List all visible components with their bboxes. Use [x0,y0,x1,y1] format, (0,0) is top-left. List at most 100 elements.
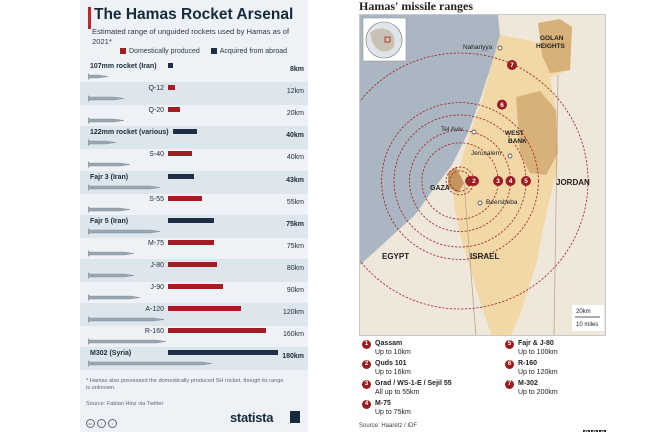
range-legend-item: 1 Qassam Up to 10km [362,340,411,357]
legend-number: 2 [362,360,371,369]
range-marker-number: 2 [472,178,476,185]
range-marker-number: 5 [524,178,528,185]
range-bar [168,328,266,334]
legend-number: 3 [362,380,371,389]
range-value-label: 55km [286,198,304,206]
rocket-label: M-75 [148,239,164,247]
chart-title: The Hamas Rocket Arsenal [94,6,294,23]
range-bar [168,151,193,157]
rocket-row: R-160 160km [80,325,308,348]
bbc-logo: BBC [582,422,606,432]
range-map: 20km 10 miles Nahariyya GOLAN HEIGHTS Te… [360,15,605,335]
legend-range-text: Up to 75km [375,409,411,416]
range-bar [168,261,217,267]
golan-heights-region [538,19,572,73]
range-markers: 1234567 [465,60,531,186]
rocket-label: A-120 [145,306,164,314]
place-golan-1: GOLAN [540,35,564,42]
statista-logo-mark [290,411,300,423]
legend-number: 4 [362,400,371,409]
legend-rocket-name: Quds 101 [375,360,407,367]
rocket-row: M302 (Syria) 180km [80,347,308,371]
rocket-icon [88,360,214,368]
cc-icon[interactable]: cc [86,419,95,428]
rocket-label: Fajr 5 (Iran) [90,217,129,225]
range-bar [168,284,223,289]
range-rings [360,52,589,310]
rocket-row: Q-20 20km [80,104,308,127]
legend-item-abroad: Acquired from abroad [210,48,287,55]
rocket-label: S-55 [149,195,164,203]
bbc-map-graphic: Hamas' missile ranges 20km 10 miles [356,0,608,432]
rocket-label: Q-20 [148,107,164,115]
rocket-row: 107mm rocket (Iran) 8km [80,60,308,83]
city-marker-tel-aviv [471,129,477,135]
globe-land [370,28,395,52]
rocket-icon [88,227,162,235]
range-marker-number: 4 [509,178,513,185]
range-value-label: 160km [282,331,304,339]
footnote: * Hamas also possessed the domestically … [86,378,284,391]
range-bar [168,195,202,201]
globe-locator-box [384,36,391,43]
legend-range-text: Up to 200km [518,389,558,396]
inset-globe [362,17,407,62]
legend-range-text: Up to 100km [518,349,558,356]
legend-number: 1 [362,340,371,349]
range-bar [168,107,181,113]
range-marker: 6 [497,99,507,110]
range-bar [168,306,242,312]
range-value-label: 75km [286,220,304,228]
scale-box [572,305,604,331]
rocket-icon [88,117,126,124]
place-west-bank-1: WEST [505,130,524,137]
chart-subtitle: Estimated range of unguided rockets used… [92,27,290,46]
legend-rocket-name: Qassam [375,340,403,347]
range-legend-item: 3 Grad / WS-1-E / Sejil 55 All up to 55km [362,380,452,397]
egypt-border [463,182,477,335]
rocket-icon [88,161,132,169]
rocket-row: M-75 75km [80,237,308,260]
rocket-label: R-160 [144,328,164,336]
rocket-label: J-90 [150,284,164,291]
place-egypt: EGYPT [382,252,409,261]
place-gaza: GAZA [430,185,450,192]
equals-icon[interactable]: = [108,419,117,428]
map-source: Source: Haaretz / IDF [359,423,418,429]
range-value-label: 40km [286,154,304,162]
legend-range-text: All up to 55km [375,389,420,396]
range-value-label: 80km [286,264,304,272]
rocket-icon [88,250,136,257]
place-nahariyya: Nahariyya [463,44,493,51]
statista-infographic: 107mm rocket (Iran) 8km Q-12 12km Q-20 20km 12… [80,0,308,432]
range-legend-item: 2 Quds 101 Up to 16km [362,360,411,377]
range-marker-number: 7 [510,62,514,69]
range-bar [168,63,173,68]
legend-range-text: Up to 120km [518,369,558,376]
rocket-row: J-80 80km [80,258,308,282]
rocket-icon [88,294,142,301]
rocket-label: J-80 [150,261,164,269]
rocket-label: 107mm rocket (Iran) [90,63,157,70]
legend-range-text: Up to 10km [375,349,411,356]
info-icon[interactable]: i [97,419,106,428]
range-bar [168,85,176,91]
legend-rocket-name: Grad / WS-1-E / Sejil 55 [375,380,452,387]
range-value-label: 8km [289,66,304,73]
legend-swatch-domestic [120,48,126,54]
range-value-label: 75km [286,242,304,250]
place-jerusalem: Jerusalem [471,150,501,157]
legend-number: 7 [505,380,514,389]
map-frame: 20km 10 miles Nahariyya GOLAN HEIGHTS Te… [359,14,606,336]
place-golan-2: HEIGHTS [536,43,566,50]
range-marker: 4 [505,176,516,186]
legend-range-text: Up to 16km [375,369,411,376]
range-value-label: 43km [286,176,304,184]
rocket-row: Fajr 5 (Iran) 75km [80,214,308,238]
scale-km-label: 20km [576,309,591,315]
range-marker-number: 3 [496,178,500,185]
scale-miles-label: 10 miles [576,322,598,328]
statista-logo[interactable]: statista [230,410,274,425]
city-marker-beersheba [477,200,483,206]
legend-rocket-name: Fajr & J-80 [518,340,554,347]
